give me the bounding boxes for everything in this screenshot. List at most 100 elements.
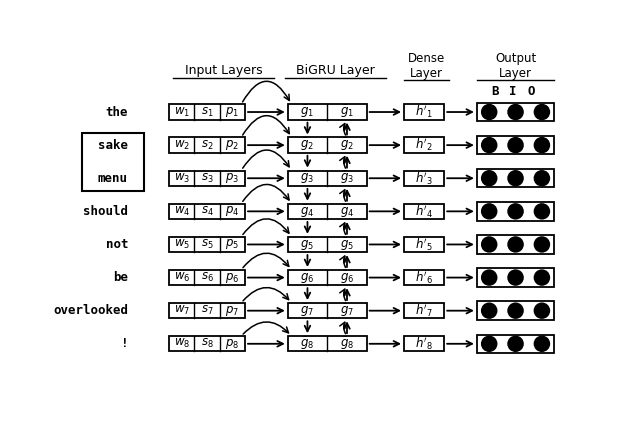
Text: menu: menu: [97, 172, 127, 185]
Text: $w_1$: $w_1$: [173, 106, 190, 119]
Bar: [477, 169, 554, 187]
Text: $\bar{g}_1$: $\bar{g}_1$: [340, 104, 354, 120]
Text: $h'_8$: $h'_8$: [415, 336, 433, 352]
Bar: [169, 303, 245, 318]
Text: $w_5$: $w_5$: [173, 238, 190, 251]
Bar: [288, 104, 367, 120]
Circle shape: [534, 270, 549, 285]
Circle shape: [508, 204, 523, 219]
Circle shape: [508, 138, 523, 152]
Text: $\bar{g}_6$: $\bar{g}_6$: [300, 269, 315, 286]
Bar: [169, 104, 245, 120]
Text: $s_8$: $s_8$: [201, 337, 214, 350]
Text: $w_2$: $w_2$: [173, 139, 190, 152]
Bar: [169, 171, 245, 186]
Text: $h'_6$: $h'_6$: [415, 269, 433, 286]
Circle shape: [482, 138, 497, 152]
Text: $\bar{g}_5$: $\bar{g}_5$: [340, 236, 354, 253]
Text: $p_5$: $p_5$: [225, 237, 239, 252]
Bar: [169, 336, 245, 352]
Circle shape: [482, 237, 497, 252]
Text: $\bar{g}_4$: $\bar{g}_4$: [340, 203, 354, 220]
Circle shape: [534, 171, 549, 186]
Text: overlooked: overlooked: [53, 304, 128, 317]
Circle shape: [534, 138, 549, 152]
Circle shape: [482, 336, 497, 351]
Bar: [169, 137, 245, 153]
Circle shape: [482, 304, 497, 318]
Circle shape: [482, 204, 497, 219]
Text: $\bar{g}_4$: $\bar{g}_4$: [300, 203, 315, 220]
Text: $h'_7$: $h'_7$: [415, 302, 433, 319]
Text: $s_4$: $s_4$: [201, 205, 214, 218]
Text: $h'_4$: $h'_4$: [415, 203, 433, 220]
Bar: [169, 270, 245, 285]
Text: be: be: [113, 271, 128, 284]
Text: O: O: [527, 85, 535, 98]
Bar: [404, 270, 444, 285]
Circle shape: [508, 304, 523, 318]
Text: $s_3$: $s_3$: [201, 172, 213, 185]
Bar: [288, 303, 367, 318]
Text: $p_8$: $p_8$: [225, 337, 239, 351]
Text: $\bar{g}_2$: $\bar{g}_2$: [300, 137, 314, 153]
Text: $w_8$: $w_8$: [173, 337, 190, 350]
Text: $s_5$: $s_5$: [201, 238, 213, 251]
Text: Dense
Layer: Dense Layer: [408, 52, 445, 80]
Text: !: !: [120, 337, 128, 350]
Bar: [81, 133, 143, 191]
Bar: [288, 270, 367, 285]
Bar: [477, 235, 554, 254]
Text: $w_6$: $w_6$: [173, 271, 190, 284]
Text: $s_7$: $s_7$: [201, 304, 213, 317]
Bar: [288, 336, 367, 352]
Text: $h'_2$: $h'_2$: [415, 137, 433, 153]
Circle shape: [534, 304, 549, 318]
Text: Input Layers: Input Layers: [184, 65, 262, 78]
Circle shape: [482, 270, 497, 285]
Text: $\bar{g}_5$: $\bar{g}_5$: [300, 236, 314, 253]
Text: $\bar{g}_7$: $\bar{g}_7$: [340, 303, 354, 319]
Text: Output
Layer: Output Layer: [495, 52, 536, 80]
Circle shape: [508, 105, 523, 120]
Text: $h'_1$: $h'_1$: [415, 104, 433, 120]
Text: $s_2$: $s_2$: [201, 139, 213, 152]
Text: $p_3$: $p_3$: [225, 171, 239, 185]
Bar: [288, 137, 367, 153]
Bar: [477, 202, 554, 220]
Text: B: B: [491, 85, 499, 98]
Text: $w_4$: $w_4$: [173, 205, 190, 218]
Text: $\bar{g}_7$: $\bar{g}_7$: [300, 303, 314, 319]
Text: $\bar{g}_6$: $\bar{g}_6$: [340, 269, 354, 286]
Bar: [288, 204, 367, 219]
Circle shape: [508, 336, 523, 351]
Circle shape: [508, 171, 523, 186]
Circle shape: [508, 237, 523, 252]
Bar: [404, 303, 444, 318]
Text: $s_1$: $s_1$: [201, 106, 213, 119]
Circle shape: [534, 237, 549, 252]
Circle shape: [534, 204, 549, 219]
Text: $h'_5$: $h'_5$: [415, 236, 433, 253]
Text: $p_7$: $p_7$: [225, 304, 239, 318]
Bar: [169, 204, 245, 219]
Text: should: should: [83, 205, 128, 218]
Circle shape: [482, 105, 497, 120]
Bar: [169, 237, 245, 252]
Bar: [477, 103, 554, 121]
Bar: [288, 171, 367, 186]
Text: not: not: [106, 238, 128, 251]
Text: $\bar{g}_2$: $\bar{g}_2$: [340, 137, 354, 153]
Text: $\bar{g}_8$: $\bar{g}_8$: [300, 336, 315, 352]
Text: $h'_3$: $h'_3$: [415, 170, 433, 187]
Bar: [477, 268, 554, 287]
Bar: [404, 204, 444, 219]
Text: sake: sake: [97, 139, 127, 152]
Text: $\bar{g}_3$: $\bar{g}_3$: [340, 170, 354, 187]
Bar: [477, 136, 554, 155]
Text: $p_2$: $p_2$: [225, 138, 239, 152]
Bar: [404, 137, 444, 153]
Text: $p_6$: $p_6$: [225, 271, 239, 284]
Text: $\bar{g}_8$: $\bar{g}_8$: [340, 336, 354, 352]
Text: $p_4$: $p_4$: [225, 204, 239, 218]
